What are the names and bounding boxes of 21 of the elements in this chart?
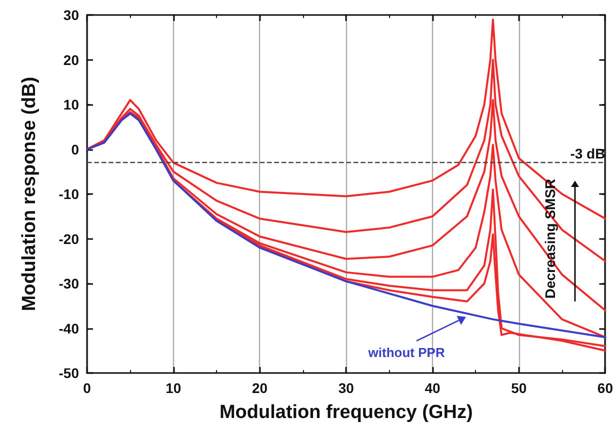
ref-line-label: -3 dB <box>570 146 606 162</box>
x-tick-label: 0 <box>83 380 92 396</box>
x-tick-label: 30 <box>338 380 354 396</box>
annotation: Decreasing SMSR <box>542 178 558 299</box>
y-tick-label: -50 <box>58 365 80 381</box>
y-tick-label: 10 <box>63 96 80 112</box>
x-tick-label: 20 <box>252 380 268 396</box>
y-tick-label: -40 <box>58 320 80 336</box>
x-tick-label: 10 <box>166 380 182 396</box>
y-tick-label: -10 <box>58 186 80 202</box>
legend-label: without PPR <box>367 344 446 360</box>
y-tick-label: 0 <box>71 141 80 158</box>
x-tick-label: 60 <box>597 380 614 396</box>
y-axis-title: Modulation response (dB) <box>19 76 40 312</box>
x-axis-title: Modulation frequency (GHz) <box>219 402 473 423</box>
y-tick-label: -20 <box>58 230 80 247</box>
y-tick-label: 30 <box>63 7 80 23</box>
x-tick-label: 50 <box>511 380 527 396</box>
y-tick-label: 20 <box>63 52 80 68</box>
y-tick-label: -30 <box>58 276 80 292</box>
x-tick-label: 40 <box>424 380 440 396</box>
